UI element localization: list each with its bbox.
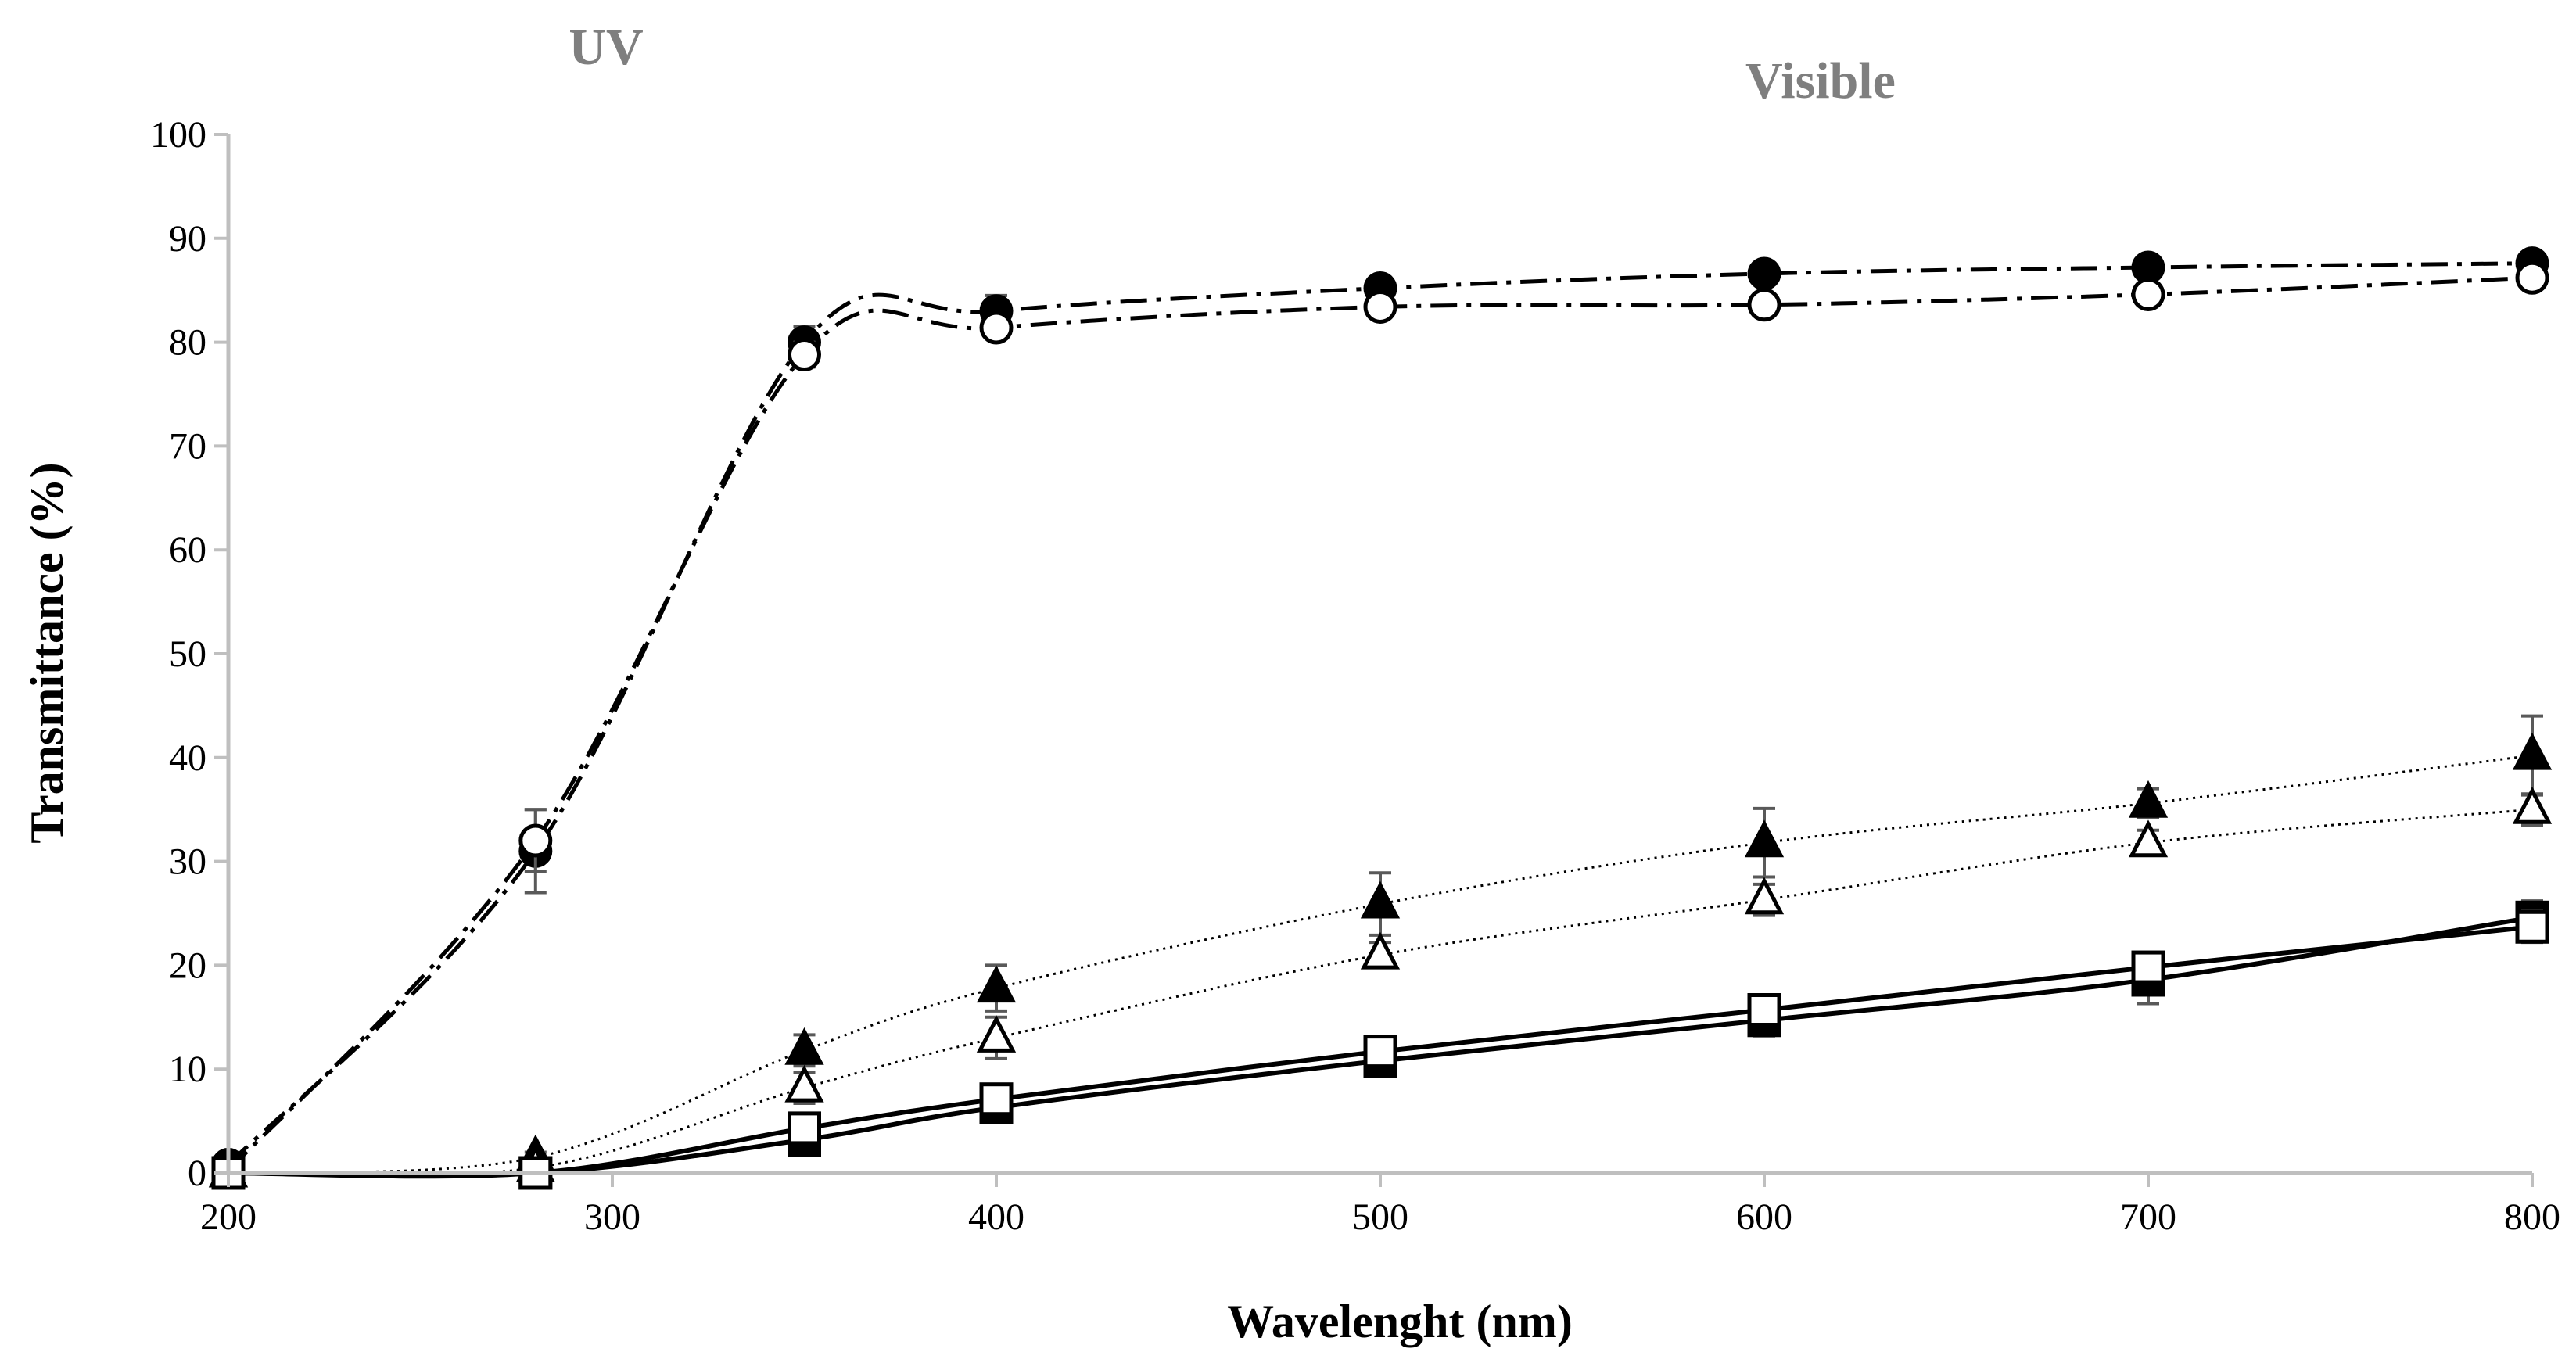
series-line xyxy=(227,261,2533,1167)
data-point-triangle xyxy=(1744,819,1785,858)
data-point-circle xyxy=(979,310,1014,345)
series-line xyxy=(227,275,2533,1173)
data-point-triangle xyxy=(784,1027,824,1065)
data-point-triangle xyxy=(784,1064,824,1103)
data-point-triangle xyxy=(976,1014,1017,1053)
visible-region-label: Visible xyxy=(1745,52,1896,109)
data-point-circle xyxy=(2515,260,2549,295)
data-point-square xyxy=(1363,1035,1397,1069)
data-point-square xyxy=(2515,909,2549,944)
y-tick-label: 80 xyxy=(169,322,206,364)
data-point-triangle xyxy=(1744,877,1785,915)
y-tick-label: 10 xyxy=(169,1049,206,1090)
data-point-circle xyxy=(2131,278,2165,312)
x-tick-label: 300 xyxy=(584,1196,640,1238)
series-line xyxy=(228,808,2533,1177)
x-tick-label: 600 xyxy=(1736,1196,1792,1238)
series-open-square xyxy=(211,909,2549,1190)
series-open-triangle xyxy=(208,786,2553,1188)
y-axis-title: Transmittance (%) xyxy=(21,462,73,843)
data-point-circle xyxy=(788,338,821,372)
data-point-square xyxy=(788,1111,821,1146)
labels-layer: Wavelenght (nm) Transmittance (%) UV Vis… xyxy=(21,19,1896,1347)
x-tick-label: 800 xyxy=(2504,1196,2560,1238)
y-tick-label: 60 xyxy=(169,529,206,571)
data-point-triangle xyxy=(976,965,1017,1003)
data-point-triangle xyxy=(1360,931,1401,970)
y-tick-label: 20 xyxy=(169,945,206,986)
y-tick-label: 50 xyxy=(169,633,206,675)
data-point-circle xyxy=(518,823,553,858)
data-point-square xyxy=(979,1082,1014,1117)
data-point-square xyxy=(1747,993,1781,1028)
axes-layer: 0 10 20 30 40 50 60 70 80 90 100 200 300 400 500 600 700… xyxy=(150,114,2560,1238)
data-point-circle xyxy=(1747,256,1781,291)
y-tick-label: 30 xyxy=(169,841,206,883)
data-point-square xyxy=(2131,950,2165,984)
x-tick-label: 700 xyxy=(2120,1196,2176,1238)
data-point-triangle xyxy=(2512,786,2553,824)
data-point-triangle xyxy=(1360,880,1401,919)
uv-region-label: UV xyxy=(569,19,643,76)
x-axis-title: Wavelenght (nm) xyxy=(1227,1296,1573,1347)
data-point-triangle xyxy=(2128,780,2169,818)
series-layer xyxy=(208,246,2553,1190)
y-tick-label: 70 xyxy=(169,425,206,467)
y-tick-label: 0 xyxy=(188,1153,206,1194)
x-tick-label: 200 xyxy=(200,1196,257,1238)
data-point-triangle xyxy=(2512,732,2553,770)
y-tick-label: 40 xyxy=(169,737,206,779)
data-point-triangle xyxy=(2128,819,2169,858)
x-tick-label: 500 xyxy=(1352,1196,1408,1238)
x-tick-label: 400 xyxy=(968,1196,1024,1238)
y-tick-label: 90 xyxy=(169,218,206,260)
y-tick-label: 100 xyxy=(150,114,206,156)
data-point-circle xyxy=(1747,288,1781,322)
data-point-circle xyxy=(1363,289,1397,324)
